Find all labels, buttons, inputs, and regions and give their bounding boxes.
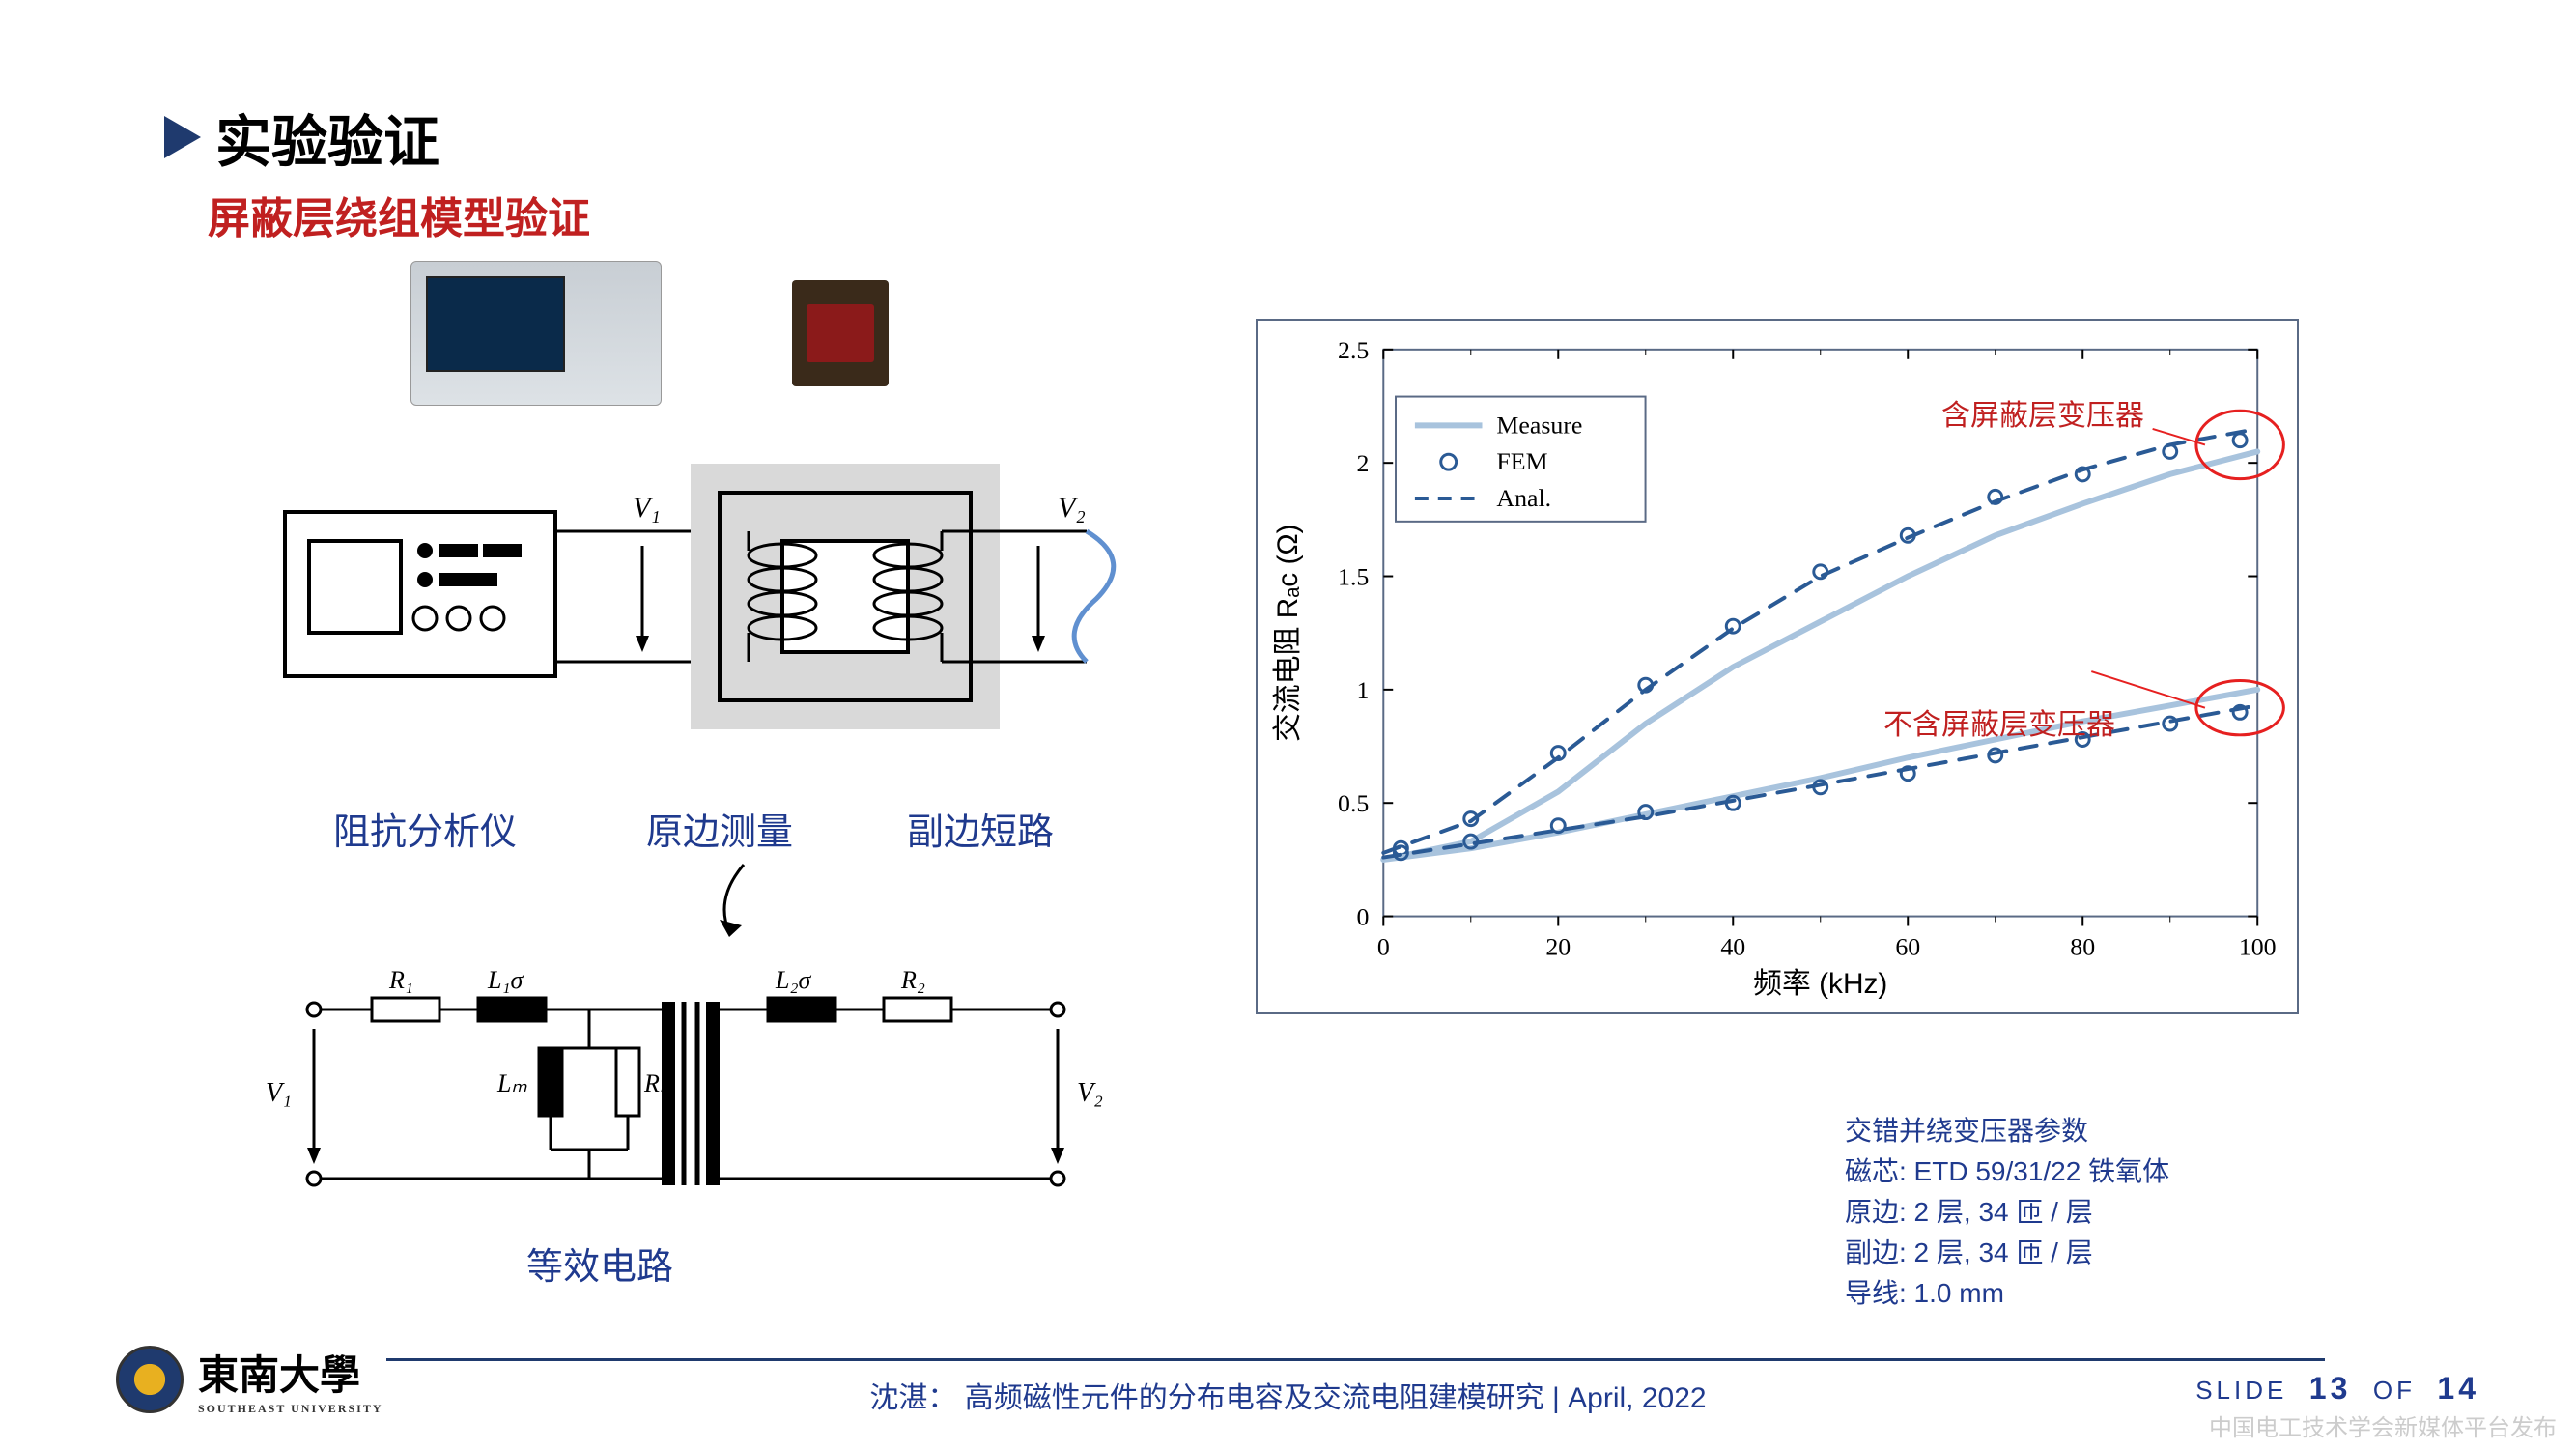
svg-text:Lₘ: Lₘ: [496, 1069, 527, 1097]
triangle-bullet-icon: [164, 116, 201, 158]
annotation-noshield: 不含屏蔽层变压器: [1883, 700, 2115, 743]
svg-text:1.5: 1.5: [1338, 562, 1369, 590]
section-subtitle: 屏蔽层绕组模型验证: [208, 184, 590, 245]
svg-text:1: 1: [1356, 676, 1369, 704]
transformer-params: 交错并绕变压器参数 磁芯: ETD 59/31/22 铁氧体 原边: 2 层, …: [1845, 1111, 2169, 1314]
svg-text:60: 60: [1895, 932, 1920, 960]
section-title: 实验验证: [164, 97, 439, 178]
svg-text:Rₘ: Rₘ: [643, 1069, 676, 1097]
svg-text:20: 20: [1545, 932, 1571, 960]
params-line: 副边: 2 层, 34 匝 / 层: [1845, 1233, 2169, 1273]
svg-text:V₂: V₂: [1077, 1078, 1103, 1108]
analyzer-caption: 阻抗分析仪: [266, 802, 584, 855]
svg-text:0.5: 0.5: [1338, 789, 1369, 817]
transformer-photo: [768, 261, 913, 406]
secondary-caption: 副边短路: [855, 802, 1106, 855]
svg-text:100: 100: [2239, 932, 2277, 960]
annotation-shield: 含屏蔽层变压器: [1941, 391, 2144, 434]
svg-text:Measure: Measure: [1496, 411, 1582, 439]
analyzer-photo: [410, 261, 662, 406]
footer-divider: [386, 1358, 2325, 1361]
svg-text:交流电阻 Rₐc (Ω): 交流电阻 Rₐc (Ω): [1272, 524, 1304, 742]
svg-text:R₁: R₁: [388, 966, 413, 994]
watermark: 中国电工技术学会新媒体平台发布: [2209, 1408, 2557, 1442]
svg-text:V₁: V₁: [266, 1078, 292, 1108]
v2-label: V₂: [1058, 492, 1086, 524]
svg-text:0: 0: [1377, 932, 1390, 960]
equiv-caption: 等效电路: [526, 1237, 673, 1290]
svg-text:Anal.: Anal.: [1496, 484, 1551, 512]
equivalent-circuit: V₁ V₂ R₁ L₁σ L₂σ R₂ Lₘ Rₘ: [246, 956, 1116, 1227]
footer: 東南大學 SOUTHEAST UNIVERSITY 沈湛： 高频磁性元件的分布电…: [0, 1334, 2576, 1450]
svg-text:80: 80: [2070, 932, 2095, 960]
slide-counter: SLIDE 13 OF 14: [2195, 1371, 2479, 1407]
svg-text:L₁σ: L₁σ: [487, 966, 524, 994]
params-line: 磁芯: ETD 59/31/22 铁氧体: [1845, 1151, 2169, 1192]
svg-text:0: 0: [1356, 903, 1369, 931]
slide: 实验验证 屏蔽层绕组模型验证: [0, 0, 2576, 1450]
svg-text:FEM: FEM: [1496, 447, 1547, 475]
v1-label: V₁: [633, 492, 661, 524]
svg-text:频率 (kHz): 频率 (kHz): [1753, 968, 1887, 1000]
svg-text:40: 40: [1720, 932, 1745, 960]
schematic-captions: 阻抗分析仪 原边测量 副边短路: [266, 802, 1174, 855]
params-line: 原边: 2 层, 34 匝 / 层: [1845, 1192, 2169, 1233]
svg-text:L₂σ: L₂σ: [775, 966, 811, 994]
svg-text:R₂: R₂: [900, 966, 925, 994]
params-title: 交错并绕变压器参数: [1845, 1111, 2169, 1151]
params-line: 导线: 1.0 mm: [1845, 1273, 2169, 1314]
svg-text:2.5: 2.5: [1338, 336, 1369, 364]
primary-caption: 原边测量: [584, 802, 855, 855]
footer-caption: 沈湛： 高频磁性元件的分布电容及交流电阻建模研究 | April, 2022: [0, 1374, 2576, 1416]
arrow-down-icon: [695, 860, 773, 956]
svg-text:2: 2: [1356, 449, 1369, 477]
section-title-text: 实验验证: [215, 97, 439, 178]
measurement-schematic: V₁: [256, 425, 1183, 763]
